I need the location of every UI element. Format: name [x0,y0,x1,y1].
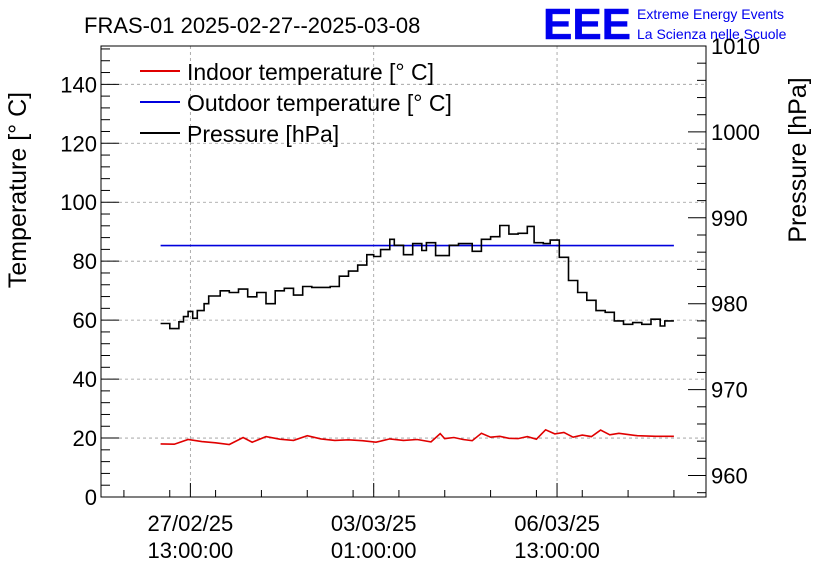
x-tick-label-time: 13:00:00 [148,538,234,563]
y2-tick-label: 960 [711,464,748,489]
tick-labels: 0 20 40 60 80 100 120 140 960 970 980 990 1000 1010 27… [60,34,760,563]
plot-frame [100,45,707,498]
y-tick-label: 140 [60,72,97,97]
series-line-2 [160,224,674,330]
x-tick-label-date: 03/03/25 [331,511,417,536]
y2-tick-label: 990 [711,206,748,231]
logo-line1: Extreme Energy Events [637,6,784,22]
y-tick-label: 0 [85,485,97,510]
x-tick-label-time: 01:00:00 [331,538,417,563]
y2-tick-label: 1010 [711,34,760,59]
axis-ticks [101,45,706,498]
legend-label-outdoor: Outdoor temperature [° C] [187,90,452,116]
y-tick-label: 40 [73,367,97,392]
chart-title: FRAS-01 2025-02-27--2025-03-08 [84,13,420,38]
y-tick-label: 120 [60,131,97,156]
y2-tick-label: 980 [711,292,748,317]
series-group [160,224,674,446]
eee-logo: EEE Extreme Energy Events La Scienza nel… [543,0,787,49]
legend-label-indoor: Indoor temperature [° C] [187,59,434,85]
eee-logo-mark: EEE [543,0,631,49]
x-tick-label-date: 27/02/25 [148,511,234,536]
legend-label-pressure: Pressure [hPa] [187,121,339,147]
x-tick-label-time: 13:00:00 [514,538,600,563]
y-tick-label: 100 [60,190,97,215]
legend: Indoor temperature [° C] Outdoor tempera… [140,59,452,147]
logo-line2: La Scienza nelle Scuole [637,26,787,42]
x-tick-label-date: 06/03/25 [514,511,600,536]
series-line-0 [160,428,674,446]
y2-tick-label: 970 [711,378,748,403]
grid [101,46,706,497]
y-tick-label: 80 [73,249,97,274]
y-axis-label: Temperature [° C] [4,92,32,288]
y2-axis-label: Pressure [hPa] [784,77,812,242]
y-tick-label: 60 [73,308,97,333]
y2-tick-label: 1000 [711,120,760,145]
y-tick-label: 20 [73,426,97,451]
